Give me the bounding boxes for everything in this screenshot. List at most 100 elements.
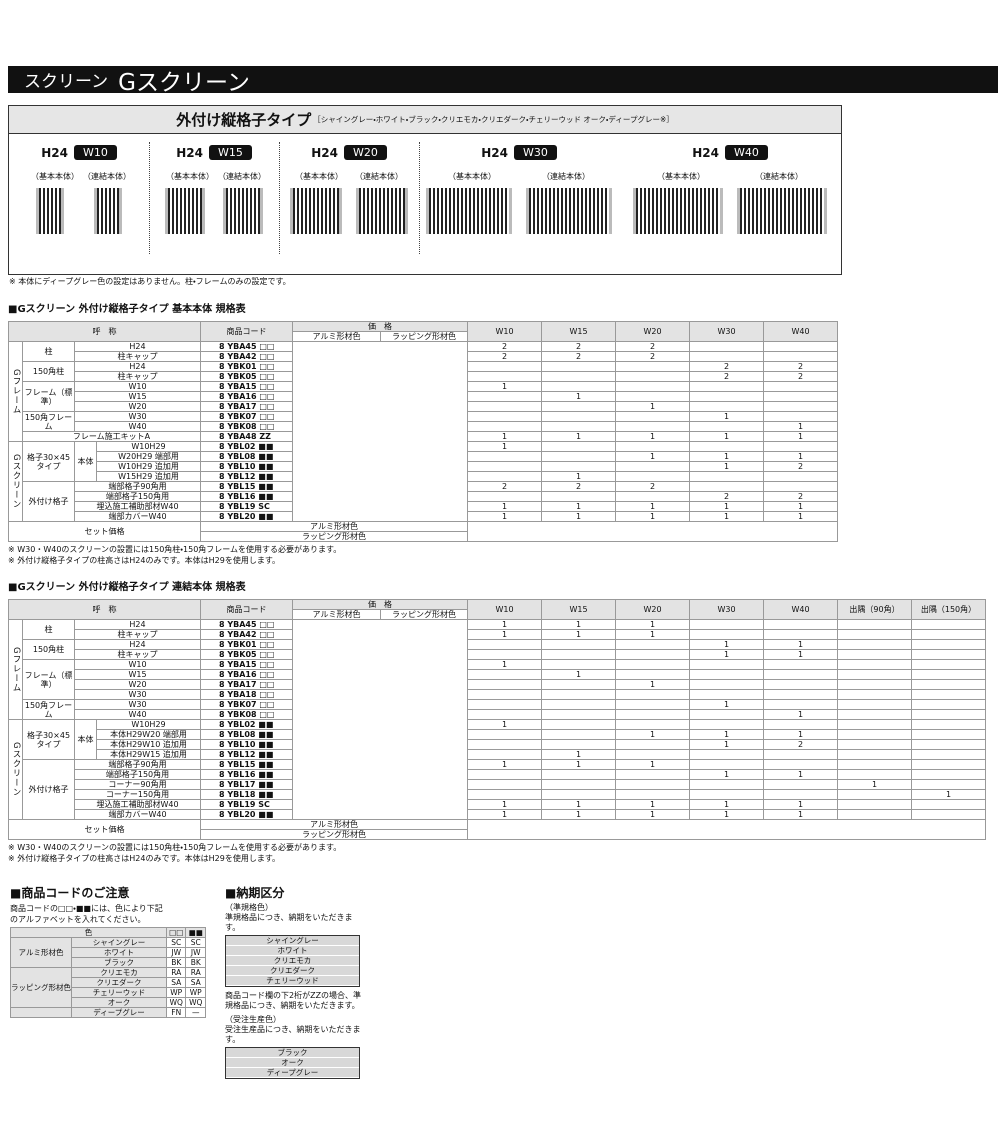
item-name: H24 bbox=[74, 341, 201, 352]
data-row: コーナー150角用 8 YBL18 ■■ 1 bbox=[9, 789, 986, 800]
qty-cell: 1 bbox=[689, 739, 764, 750]
qty-cell: 1 bbox=[689, 501, 764, 512]
data-row: 150角柱 H24 8 YBK01 □□ 1 1 bbox=[9, 639, 986, 660]
qty-cell bbox=[615, 411, 690, 422]
qty-cell: 2 bbox=[763, 371, 838, 382]
item-name: W10H29 bbox=[96, 719, 201, 730]
height-label: H24 bbox=[176, 145, 203, 160]
qty-cell bbox=[541, 649, 616, 660]
qty-cell bbox=[763, 749, 838, 760]
qty-cell: 1 bbox=[615, 451, 690, 462]
qty-cell bbox=[467, 421, 542, 432]
color-name: クリエダーク bbox=[71, 977, 167, 988]
qty-cell bbox=[837, 679, 912, 690]
spec-table-basic: ■Gスクリーン 外付け縦格子タイプ 基本本体 規格表呼 称商品コード価 格 W10… bbox=[8, 300, 838, 566]
group-label: 柱 bbox=[22, 619, 75, 640]
qty-cell bbox=[911, 799, 986, 810]
set-row: ラッピング形材色 bbox=[9, 829, 986, 840]
color-item: チェリーウッド bbox=[226, 976, 359, 986]
qty-cell bbox=[689, 471, 764, 482]
item-code: 8 YBL20 ■■ bbox=[200, 511, 293, 522]
group-label: ラッピング形材色 bbox=[10, 967, 72, 1008]
color-item: ホワイト bbox=[226, 946, 359, 956]
fence-drawing bbox=[737, 188, 827, 234]
qty-cell bbox=[911, 809, 986, 820]
qty-cell: 1 bbox=[689, 451, 764, 462]
variant-label: （基本本体） bbox=[166, 172, 214, 181]
code-cell: WP bbox=[185, 987, 206, 998]
item-code: 8 YBL16 ■■ bbox=[200, 491, 293, 502]
qty-cell bbox=[911, 639, 986, 650]
color-item: オーク bbox=[226, 1058, 359, 1068]
qty-cell: 2 bbox=[689, 361, 764, 372]
item-name: H24 bbox=[74, 639, 201, 650]
item-code: 8 YBL20 ■■ bbox=[200, 809, 293, 820]
qty-cell bbox=[541, 421, 616, 432]
qty-cell: 1 bbox=[615, 799, 690, 810]
item-name: 柱キャップ bbox=[74, 629, 201, 640]
header-row: 呼 称商品コード価 格 W10 W15 W20 W30 W40 bbox=[8, 321, 838, 342]
qty-cell bbox=[837, 689, 912, 700]
qty-cell bbox=[837, 619, 912, 630]
qty-cell: 1 bbox=[763, 729, 838, 740]
qty-cell: 1 bbox=[689, 411, 764, 422]
qty-cell: 1 bbox=[615, 729, 690, 740]
fence-drawing bbox=[290, 188, 342, 234]
fence-drawing bbox=[633, 188, 723, 234]
qty-cell bbox=[911, 689, 986, 700]
qty-cell: 1 bbox=[689, 461, 764, 472]
variant-panel: 外付け縦格子タイプ ［シャイングレー・ホワイト・ブラック・クリエモカ・クリエダー… bbox=[8, 105, 842, 286]
variant-label: （連結本体） bbox=[542, 172, 590, 181]
group-label: 外付け格子 bbox=[22, 759, 75, 820]
qty-cell bbox=[763, 699, 838, 710]
item-name: W15 bbox=[74, 391, 201, 402]
qty-cell: 1 bbox=[467, 799, 542, 810]
qty-cell: 1 bbox=[837, 779, 912, 790]
qty-cell bbox=[615, 749, 690, 760]
height-label: H24 bbox=[41, 145, 68, 160]
qty-cell bbox=[911, 669, 986, 680]
qty-cell bbox=[689, 709, 764, 720]
qty-cell: 1 bbox=[467, 719, 542, 730]
data-row: W40 8 YBK08 □□ 1 bbox=[9, 709, 986, 720]
qty-cell bbox=[467, 391, 542, 402]
width-pill: W30 bbox=[513, 145, 557, 160]
fence-drawing bbox=[223, 188, 263, 234]
item-code: 8 YBA45 □□ bbox=[200, 341, 293, 352]
item-name: W20 bbox=[74, 401, 201, 412]
fence-drawing bbox=[36, 188, 64, 234]
qty-cell: 1 bbox=[763, 421, 838, 432]
delivery-text: 準規格品につき、納期をいただきます。 bbox=[225, 913, 353, 932]
qty-cell bbox=[541, 709, 616, 720]
variant-labels: （基本本体） （連結本体） bbox=[149, 171, 279, 182]
qty-cell bbox=[541, 769, 616, 780]
qty-cell bbox=[837, 729, 912, 740]
qty-cell: 1 bbox=[763, 649, 838, 660]
qty-cell: 2 bbox=[615, 341, 690, 352]
qty-cell: 1 bbox=[763, 709, 838, 720]
qty-cell bbox=[541, 361, 616, 372]
item-name: 本体H29W15 追加用 bbox=[96, 749, 201, 760]
qty-cell: 1 bbox=[689, 799, 764, 810]
code-note: ■商品コードのご注意 商品コードの□□・■■には、色により下記のアルファベットを入… bbox=[10, 884, 210, 1018]
qty-cell bbox=[911, 739, 986, 750]
qty-cell bbox=[615, 779, 690, 790]
item-code: 8 YBL19 SC bbox=[200, 799, 293, 810]
variant-labels: （基本本体） （連結本体） bbox=[279, 171, 419, 182]
qty-cell bbox=[541, 679, 616, 690]
item-name: W30 bbox=[74, 411, 201, 422]
qty-cell: 1 bbox=[467, 759, 542, 770]
qty-cell: 1 bbox=[467, 381, 542, 392]
qty-cell bbox=[837, 719, 912, 730]
qty-cell bbox=[763, 341, 838, 352]
qty-cell bbox=[541, 401, 616, 412]
qty-cell bbox=[467, 739, 542, 750]
qty-cell bbox=[615, 669, 690, 680]
qty-cell bbox=[911, 779, 986, 790]
qty-cell: 2 bbox=[689, 491, 764, 502]
variant: H24 W20 （基本本体） （連結本体） bbox=[279, 142, 420, 254]
qty-cell: 1 bbox=[615, 629, 690, 640]
qty-cell bbox=[837, 699, 912, 710]
item-name: 埋込施工補助部材W40 bbox=[74, 799, 201, 810]
